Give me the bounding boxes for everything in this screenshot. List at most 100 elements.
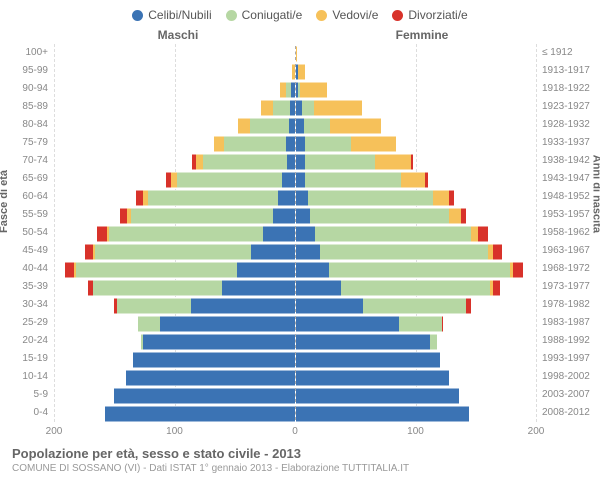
female-bar — [295, 262, 537, 276]
segment — [310, 208, 449, 224]
female-bar — [295, 64, 537, 78]
female-bar — [295, 316, 537, 330]
female-bar — [295, 388, 537, 402]
female-bar — [295, 370, 537, 384]
age-label: 70-74 — [22, 155, 48, 166]
segment — [138, 316, 160, 332]
birth-year-label: ≤ 1912 — [542, 47, 573, 58]
segment — [296, 280, 342, 296]
segment — [298, 64, 305, 80]
segment — [222, 280, 294, 296]
male-bar — [54, 190, 295, 204]
chart-title: Popolazione per età, sesso e stato civil… — [12, 446, 588, 461]
pyramid-row: 50-541958-1962 — [54, 224, 536, 242]
segment — [250, 118, 288, 134]
legend-item: Divorziati/e — [392, 8, 467, 22]
segment — [296, 388, 460, 404]
segment — [237, 262, 295, 278]
legend-item: Coniugati/e — [226, 8, 303, 22]
male-bar — [54, 316, 295, 330]
male-bar — [54, 82, 295, 96]
segment — [97, 226, 107, 242]
segment — [114, 388, 294, 404]
segment — [238, 118, 250, 134]
birth-year-label: 1938-1942 — [542, 155, 590, 166]
pyramid-row: 100+≤ 1912 — [54, 44, 536, 62]
pyramid-row: 60-641948-1952 — [54, 188, 536, 206]
pyramid-row: 30-341978-1982 — [54, 296, 536, 314]
segment — [263, 226, 294, 242]
segment — [330, 118, 381, 134]
age-label: 35-39 — [22, 281, 48, 292]
birth-year-label: 1948-1952 — [542, 191, 590, 202]
pyramid-row: 55-591953-1957 — [54, 206, 536, 224]
birth-year-label: 2008-2012 — [542, 407, 590, 418]
segment — [296, 208, 310, 224]
age-label: 20-24 — [22, 335, 48, 346]
x-tick: 100 — [166, 426, 183, 437]
age-label: 15-19 — [22, 353, 48, 364]
segment — [133, 352, 294, 368]
header-female: Femmine — [300, 28, 544, 42]
male-bar — [54, 244, 295, 258]
segment — [296, 370, 450, 386]
pyramid-rows: 100+≤ 191295-991913-191790-941918-192285… — [54, 44, 536, 422]
legend-swatch — [132, 10, 143, 21]
legend-label: Divorziati/e — [408, 8, 467, 22]
segment — [251, 244, 294, 260]
segment — [300, 82, 326, 98]
segment — [85, 244, 92, 260]
birth-year-label: 1923-1927 — [542, 101, 590, 112]
segment — [148, 190, 278, 206]
segment — [273, 208, 295, 224]
segment — [296, 118, 304, 134]
segment — [433, 190, 450, 206]
header-male: Maschi — [56, 28, 300, 42]
segment — [196, 154, 203, 170]
age-label: 85-89 — [22, 101, 48, 112]
segment — [278, 190, 295, 206]
segment — [320, 244, 488, 260]
gender-headers: Maschi Femmine — [0, 28, 600, 44]
legend-swatch — [226, 10, 237, 21]
segment — [351, 136, 397, 152]
segment — [296, 172, 306, 188]
segment — [411, 154, 413, 170]
birth-year-label: 1978-1982 — [542, 299, 590, 310]
female-bar — [295, 334, 537, 348]
male-bar — [54, 154, 295, 168]
female-bar — [295, 82, 537, 96]
x-axis-ticks: 2001000100200 — [54, 426, 536, 440]
segment — [109, 226, 263, 242]
birth-year-label: 1913-1917 — [542, 65, 590, 76]
segment — [296, 244, 320, 260]
segment — [296, 406, 469, 422]
birth-year-label: 1988-1992 — [542, 335, 590, 346]
segment — [341, 280, 490, 296]
birth-year-label: 1973-1977 — [542, 281, 590, 292]
segment — [305, 172, 401, 188]
segment — [314, 100, 362, 116]
pyramid-row: 80-841928-1932 — [54, 116, 536, 134]
segment — [65, 262, 75, 278]
segment — [430, 334, 437, 350]
segment — [143, 334, 295, 350]
male-bar — [54, 334, 295, 348]
segment — [471, 226, 478, 242]
female-bar — [295, 190, 537, 204]
segment — [203, 154, 287, 170]
birth-year-label: 1933-1937 — [542, 137, 590, 148]
birth-year-label: 1983-1987 — [542, 317, 590, 328]
segment — [296, 298, 363, 314]
x-tick: 200 — [528, 426, 545, 437]
male-bar — [54, 64, 295, 78]
female-bar — [295, 298, 537, 312]
male-bar — [54, 226, 295, 240]
segment — [308, 190, 433, 206]
pyramid-row: 75-791933-1937 — [54, 134, 536, 152]
birth-year-label: 1958-1962 — [542, 227, 590, 238]
segment — [304, 118, 330, 134]
age-label: 5-9 — [34, 389, 48, 400]
segment — [214, 136, 224, 152]
segment — [76, 262, 237, 278]
